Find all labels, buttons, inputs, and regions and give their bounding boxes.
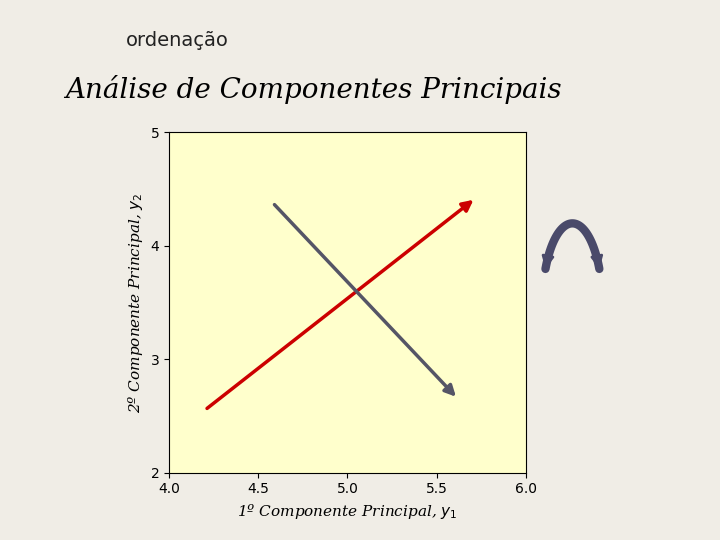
X-axis label: 1º Componente Principal, $y_1$: 1º Componente Principal, $y_1$ [237, 502, 458, 521]
Text: ordenação: ordenação [126, 31, 229, 50]
Text: Análise de Componentes Principais: Análise de Componentes Principais [65, 75, 562, 104]
Y-axis label: 2º Componente Principal, $y_2$: 2º Componente Principal, $y_2$ [126, 192, 145, 413]
